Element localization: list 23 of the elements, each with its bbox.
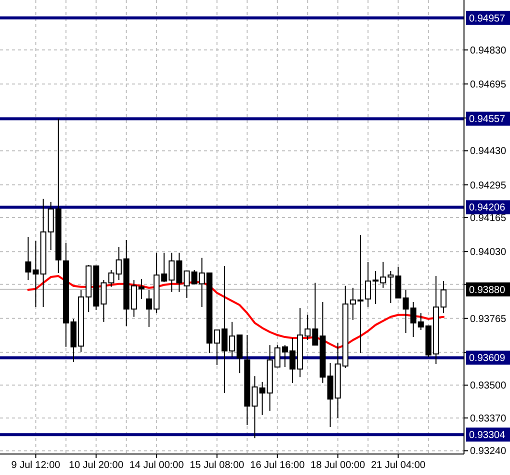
x-tick-label: 16 Jul 16:00 (250, 460, 306, 471)
y-tick-label: 0.94830 (470, 45, 507, 56)
x-tick-label: 14 Jul 00:00 (129, 460, 184, 471)
ref-line-label: 0.93304 (469, 430, 506, 442)
x-tick-label: 9 Jul 12:00 (11, 460, 61, 471)
y-tick-label: 0.94165 (470, 213, 507, 224)
y-tick-label: 0.94295 (470, 180, 507, 192)
y-tick-label: 0.94030 (470, 247, 507, 258)
ref-line-label: 0.94957 (469, 13, 506, 24)
y-tick-label: 0.94430 (470, 146, 507, 158)
x-tick-label: 10 Jul 20:00 (68, 460, 124, 471)
y-tick-label: 0.93370 (470, 413, 507, 424)
x-tick-label: 15 Jul 08:00 (190, 460, 245, 471)
x-tick-label: 18 Jul 00:00 (310, 460, 366, 471)
y-tick-label: 0.93765 (470, 314, 507, 325)
y-tick-label: 0.94695 (470, 79, 507, 90)
x-tick-label: 21 Jul 04:00 (370, 460, 426, 471)
ref-line-label: 0.94557 (469, 114, 506, 126)
ref-line-label: 0.94206 (469, 202, 506, 214)
y-tick-label: 0.93500 (470, 380, 507, 392)
ref-line-label: 0.93880 (469, 284, 506, 296)
y-tick-label: 0.93240 (470, 446, 507, 458)
ref-line-label: 0.93609 (469, 353, 506, 364)
